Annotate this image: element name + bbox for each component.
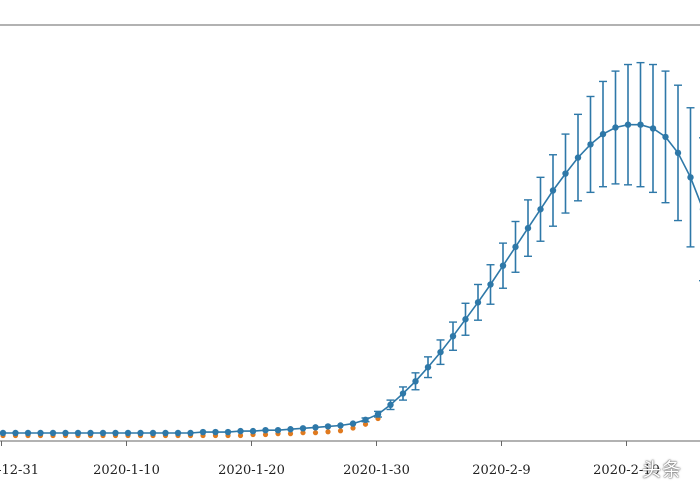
series-point (562, 170, 569, 177)
series-point (199, 428, 207, 436)
series-point (12, 429, 19, 437)
series-point (374, 411, 382, 418)
series-point (237, 427, 244, 435)
series-point (649, 125, 657, 132)
series-point (112, 429, 119, 437)
series-point (149, 429, 157, 437)
series-point (262, 426, 269, 434)
series-point (37, 429, 44, 437)
series-point (662, 133, 669, 141)
series-point (124, 429, 132, 437)
series-point (512, 243, 519, 251)
series-point (274, 426, 282, 434)
series-point (599, 130, 607, 138)
series-point (174, 429, 182, 437)
series-point (24, 429, 32, 437)
series-point (449, 332, 457, 340)
series-point (674, 149, 682, 157)
series-point (0, 429, 7, 437)
series-point (487, 281, 494, 288)
series-point (349, 420, 357, 427)
x-tick-label: 2020-1-20 (218, 463, 285, 478)
series-point (187, 429, 194, 437)
series-point (299, 425, 307, 432)
series-point (62, 429, 69, 437)
series-point (637, 121, 644, 128)
series-point (437, 348, 444, 356)
series-point (412, 378, 419, 385)
observed-point (350, 425, 356, 431)
series-point (312, 424, 319, 431)
x-tick-label: 2019-12-31 (0, 463, 39, 478)
series-point (612, 124, 619, 131)
observed-point (262, 431, 269, 438)
series-point (99, 429, 107, 437)
observed-point (300, 430, 306, 436)
series-point (387, 401, 394, 408)
series-point (324, 423, 332, 430)
series-point (362, 416, 369, 424)
series-point (212, 428, 219, 436)
observed-point (337, 428, 344, 434)
series-point (49, 429, 57, 437)
series-point (587, 141, 594, 148)
series-point (249, 427, 257, 435)
x-tick-label: 2020-1-10 (93, 463, 160, 478)
observed-point (325, 429, 331, 435)
series-point (224, 428, 232, 436)
series-point (462, 316, 469, 323)
watermark-text: 头条 (642, 459, 683, 481)
observed-point (287, 431, 294, 437)
series-points (0, 121, 700, 437)
observed-point (362, 421, 369, 427)
series-point (137, 429, 144, 437)
series-point (574, 154, 582, 161)
series-point (474, 299, 482, 306)
series-point (549, 187, 557, 194)
observed-point (312, 430, 319, 436)
x-tick-label: 2020-1-30 (343, 463, 410, 478)
series-line (3, 123, 700, 434)
series-point (337, 422, 344, 429)
series-point (624, 121, 632, 128)
observed-point (237, 432, 244, 439)
series-point (524, 224, 532, 232)
errorbars (361, 61, 700, 423)
series-point (399, 390, 407, 397)
x-tick-label: 2020-2-19 (593, 463, 660, 478)
series-point (687, 174, 694, 181)
series-point (287, 426, 294, 433)
series-point (499, 262, 507, 269)
series-point (424, 364, 432, 371)
series-point (162, 429, 169, 437)
series-point (537, 206, 544, 213)
series-point (74, 429, 82, 437)
x-tick-label: 2020-2-9 (472, 463, 530, 478)
series-point (87, 429, 94, 437)
x-axis: 2019-12-31 2020-1-10 2020-1-20 2020-1-30 202… (0, 441, 660, 478)
